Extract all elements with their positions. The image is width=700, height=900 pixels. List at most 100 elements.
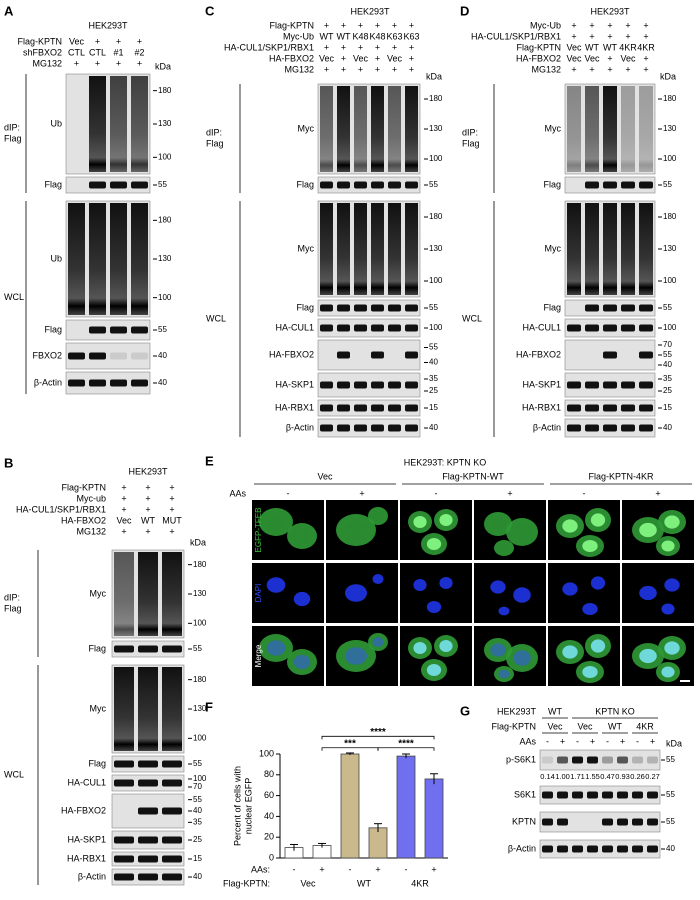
treatment-value: - [583, 488, 586, 498]
blot-frame [539, 749, 661, 771]
blot-label: β-Actin [34, 377, 62, 387]
nucleus [590, 513, 606, 527]
blot-band [89, 181, 106, 189]
blot-label: HA-SKP1 [67, 834, 106, 844]
blot-band [621, 304, 635, 312]
blot-band [405, 351, 418, 359]
nucleus [590, 576, 606, 590]
marker-label: 40 [429, 423, 438, 432]
blot-band [603, 304, 617, 312]
blot-band [603, 424, 617, 432]
blot-band [68, 379, 85, 387]
blot-band [131, 352, 148, 360]
treatment-value: + [607, 53, 612, 63]
blot-band [320, 181, 333, 189]
panel-letter: A [4, 3, 14, 18]
treatment-value: + [169, 482, 174, 492]
treatment-value: + [607, 64, 612, 74]
marker-label: 130 [663, 244, 677, 253]
treatment-value: + [116, 58, 121, 68]
blot-band [114, 836, 134, 844]
blot-band [337, 424, 350, 432]
treatment-value: + [507, 488, 512, 498]
group-label: 4KR [411, 878, 429, 888]
blot-label: Flag [88, 758, 106, 768]
significance-label: **** [370, 727, 386, 738]
nucleus [562, 645, 578, 659]
blot-frame [539, 785, 661, 805]
treatment-value: Vec [566, 42, 582, 52]
blot-band [639, 181, 653, 189]
treatment-value: - [636, 736, 639, 746]
treatment-value: Vec [387, 53, 403, 63]
blot-label: HA-CUL1 [522, 322, 561, 332]
treatment-value: + [121, 526, 126, 536]
treatment-value: K48 [369, 31, 385, 41]
blot-smear [388, 203, 401, 295]
treatment-value: WT [337, 31, 351, 41]
y-tick-label: 20 [264, 832, 274, 842]
span-label: KPTN KO [595, 706, 635, 716]
nucleus [426, 600, 442, 614]
treatment-value: MUT [162, 515, 182, 525]
blot-smear [639, 86, 653, 172]
blot-label: β-Actin [286, 422, 314, 432]
treatment-value: + [137, 36, 142, 46]
marker-label: 70 [193, 782, 202, 791]
blot-label: Myc [90, 588, 107, 598]
treatment-label: HA-CUL1/SKP1/RBX1 [224, 42, 314, 52]
treatment-value: - [287, 488, 290, 498]
treatment-value: + [137, 58, 142, 68]
blot-band [405, 404, 418, 412]
blot-band [585, 404, 599, 412]
treatment-value: 4KR [619, 42, 637, 52]
nucleus [562, 519, 578, 533]
treatment-value: + [607, 20, 612, 30]
treatment-value: - [576, 736, 579, 746]
blot-band [388, 324, 401, 332]
group-label: WCL [462, 313, 482, 323]
bar [396, 755, 416, 859]
micrograph [622, 563, 694, 623]
nucleus [639, 522, 657, 538]
nucleus [413, 641, 427, 655]
blot-band [131, 181, 148, 189]
blot-band [602, 818, 613, 826]
marker-label: 100 [663, 154, 677, 163]
x-tick-label: + [431, 864, 436, 874]
nucleus [439, 639, 453, 653]
treatment-value: - [546, 736, 549, 746]
blot-band [617, 818, 628, 826]
treatment-value: + [409, 53, 414, 63]
micrograph [252, 563, 324, 623]
blot-band [162, 855, 182, 863]
blot-band [371, 351, 384, 359]
blot-frame [65, 176, 151, 194]
marker-label: 15 [663, 403, 672, 412]
treatment-value: + [324, 20, 329, 30]
nucleus [293, 654, 311, 670]
blot-label: Flag [543, 302, 561, 312]
micrograph [400, 563, 472, 623]
span-label: WT [608, 721, 622, 731]
row-label: HEK293T [497, 706, 537, 716]
treatment-value: + [358, 20, 363, 30]
treatment-value: + [121, 504, 126, 514]
marker-label: 180 [429, 212, 443, 221]
blot-band [114, 645, 134, 653]
blot-label: Myc [90, 703, 107, 713]
panel-title: HEK293T: KPTN KO [404, 457, 487, 467]
blot-band [138, 873, 158, 881]
row-label: DAPI [254, 584, 263, 603]
blot-label: Flag [543, 179, 561, 189]
treatment-value: Vec [353, 53, 369, 63]
blot-band [89, 352, 106, 360]
marker-label: 100 [158, 152, 172, 161]
treatment-label: HA-FBXO2 [269, 53, 314, 63]
blot-band [68, 352, 85, 360]
marker-label: 40 [158, 378, 167, 387]
blot-band [131, 326, 148, 334]
x-tick-label: - [293, 864, 296, 874]
treatment-value: + [625, 31, 630, 41]
blot-smear [585, 86, 599, 172]
